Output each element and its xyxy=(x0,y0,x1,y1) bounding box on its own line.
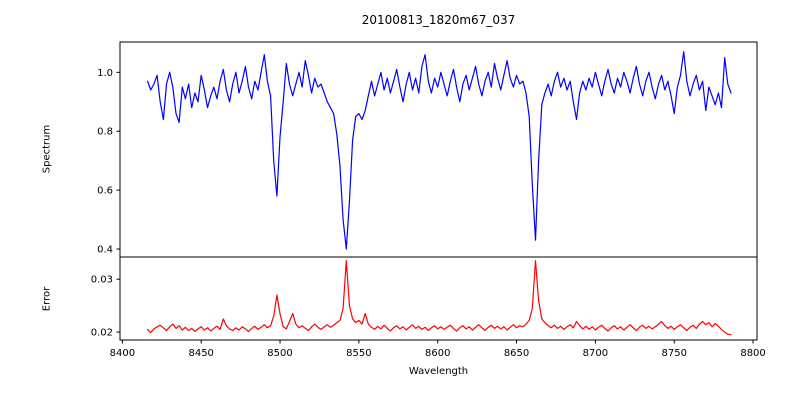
x-tick-label: 8550 xyxy=(346,348,371,359)
error-panel-frame xyxy=(119,256,758,341)
x-tick-label: 8750 xyxy=(661,348,686,359)
x-tick-label: 8700 xyxy=(583,348,608,359)
spectrum-y-tick-label: 0.4 xyxy=(97,245,113,256)
spectrum-y-tick-label: 1.0 xyxy=(97,68,113,79)
error-line xyxy=(147,260,732,336)
x-tick-label: 8650 xyxy=(504,348,529,359)
x-tick-label: 8800 xyxy=(740,348,765,359)
x-tick-label: 8400 xyxy=(110,348,135,359)
error-y-tick-label: 0.03 xyxy=(91,275,113,286)
wavelength-axis-label: Wavelength xyxy=(408,366,469,377)
spectrum-line xyxy=(147,51,732,250)
error-y-tick-label: 0.02 xyxy=(91,328,113,339)
x-tick-label: 8600 xyxy=(425,348,450,359)
spectrum-y-tick-label: 0.8 xyxy=(97,127,113,138)
spectrum-y-tick-label: 0.6 xyxy=(97,186,113,197)
x-tick-label: 8500 xyxy=(267,348,292,359)
spectrum-panel-frame xyxy=(119,41,758,258)
x-tick-label: 8450 xyxy=(188,348,213,359)
chart-title: 20100813_1820m67_037 xyxy=(361,13,516,27)
